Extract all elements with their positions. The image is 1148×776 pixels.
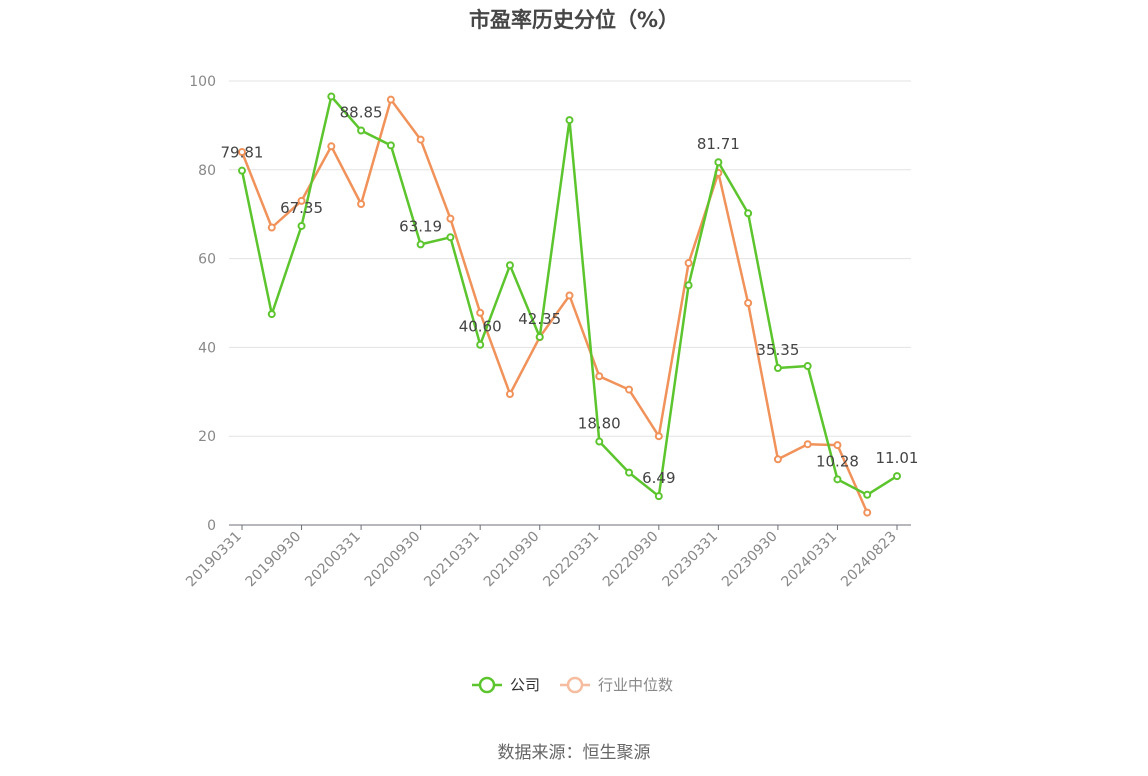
data-point-industry-median	[476, 308, 485, 317]
y-tick-label: 0	[207, 518, 216, 534]
data-labels: 79.81 67.35 88.85 63.19 40.60 42.35 18.80 6.49 8…	[221, 104, 919, 488]
axes: 0 20 40 60 80 100 2019033120190930202003312020…	[183, 74, 911, 590]
x-tick-label: 20240331	[779, 529, 841, 591]
data-point-industry-median	[684, 259, 693, 268]
x-tick-label: 20220930	[600, 529, 662, 591]
data-point-industry-median	[863, 508, 872, 517]
data-point-company	[297, 221, 306, 230]
series-line-industry-median	[240, 98, 869, 514]
data-point-company	[863, 490, 872, 499]
data-point-industry-median	[416, 135, 425, 144]
data-label: 67.35	[280, 199, 323, 217]
y-tick-label: 20	[198, 429, 216, 445]
data-point-industry-median	[297, 196, 306, 205]
x-tick-label: 20200331	[302, 529, 364, 591]
data-point-company	[714, 158, 723, 167]
data-point-industry-median	[505, 390, 514, 399]
legend-item-industry-median[interactable]: 行业中位数	[560, 676, 673, 694]
data-point-industry-median	[267, 223, 276, 232]
legend: 公司 行业中位数	[472, 676, 673, 694]
data-point-company	[744, 209, 753, 218]
data-label: 18.80	[578, 415, 621, 433]
data-point-company	[238, 166, 246, 175]
y-tick-label: 60	[198, 252, 216, 268]
data-point-company	[684, 281, 693, 290]
data-label: 63.19	[399, 217, 442, 235]
data-point-industry-median	[238, 148, 246, 157]
legend-item-company[interactable]: 公司	[472, 676, 540, 694]
data-point-company	[773, 364, 782, 373]
data-point-company	[833, 475, 842, 484]
data-point-industry-median	[744, 299, 753, 307]
data-point-company	[416, 240, 425, 249]
data-label: 40.60	[459, 318, 502, 336]
data-label: 81.71	[697, 135, 740, 153]
data-point-company	[505, 261, 514, 270]
data-point-company	[893, 472, 901, 481]
data-point-industry-median	[386, 95, 395, 104]
data-label: 42.35	[518, 310, 561, 328]
data-point-company	[565, 116, 574, 125]
data-point-company	[595, 437, 604, 446]
data-point-company	[476, 340, 485, 349]
x-tick-label: 20240823	[838, 529, 900, 591]
legend-marker-icon	[566, 676, 584, 694]
data-point-company	[803, 362, 812, 371]
x-tick-label: 20230930	[719, 529, 781, 591]
data-point-company	[654, 492, 663, 501]
data-point-industry-median	[595, 372, 604, 381]
data-point-company	[625, 468, 634, 477]
x-tick-label: 20190930	[243, 529, 305, 591]
x-tick-label: 20230331	[659, 529, 721, 591]
data-point-company	[327, 92, 336, 101]
legend-marker-icon	[478, 676, 496, 694]
x-tick-label: 20210930	[481, 529, 543, 591]
data-point-industry-median	[446, 214, 455, 223]
chart-title: 市盈率历史分位（%）	[468, 8, 680, 32]
data-point-company	[535, 332, 544, 341]
x-tick-label: 20220331	[540, 529, 602, 591]
y-tick-label: 40	[198, 340, 216, 356]
data-label: 6.49	[642, 469, 675, 487]
y-tick-label: 80	[198, 163, 216, 179]
x-tick-label: 20210331	[421, 529, 483, 591]
data-point-company	[267, 310, 276, 319]
data-label: 35.35	[756, 341, 799, 359]
data-point-industry-median	[773, 455, 782, 464]
data-point-company	[357, 126, 366, 135]
legend-label: 公司	[510, 676, 540, 694]
data-point-industry-median	[357, 199, 366, 208]
data-label: 11.01	[876, 449, 919, 467]
data-label: 88.85	[340, 104, 383, 122]
x-tick-label: 20190331	[183, 529, 245, 591]
data-point-industry-median	[625, 385, 634, 394]
data-label: 79.81	[221, 144, 264, 162]
data-point-company	[446, 233, 455, 242]
data-point-industry-median	[803, 440, 812, 449]
y-tick-label: 100	[189, 74, 216, 90]
data-label: 10.28	[816, 452, 859, 470]
data-point-company	[386, 141, 395, 150]
data-point-industry-median	[654, 432, 663, 441]
source-note: 数据来源：恒生聚源	[497, 743, 651, 763]
data-point-industry-median	[833, 441, 842, 450]
data-point-industry-median	[565, 291, 574, 300]
legend-label: 行业中位数	[598, 676, 673, 694]
x-tick-label: 20200930	[362, 529, 424, 591]
series-lines	[238, 92, 901, 517]
data-point-industry-median	[327, 142, 336, 151]
